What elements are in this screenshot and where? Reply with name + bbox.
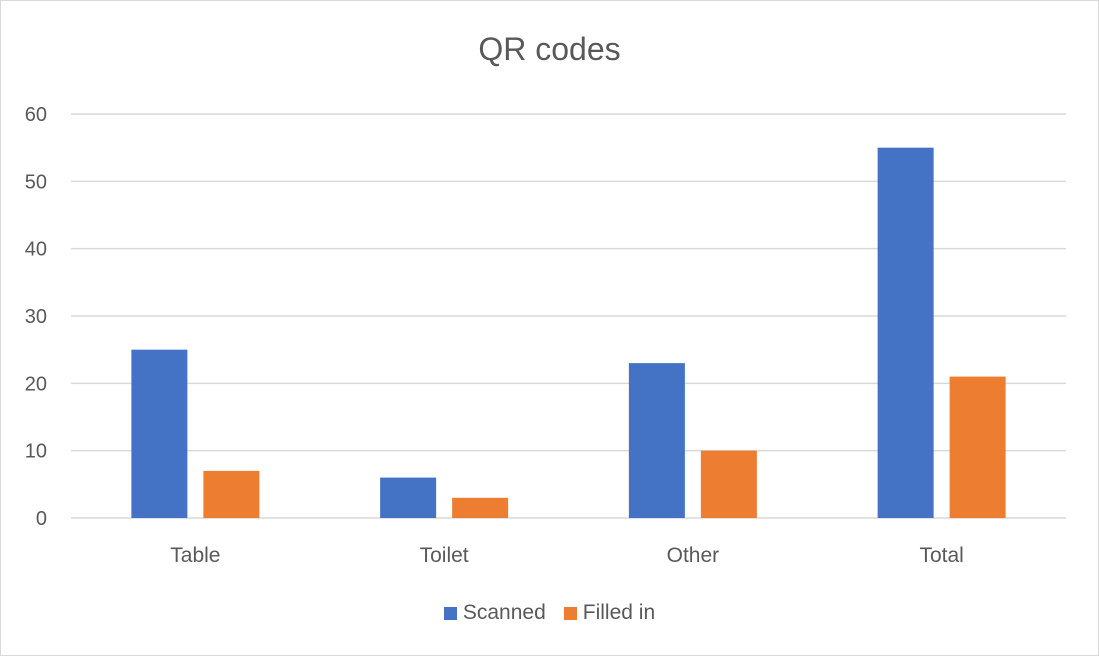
- bar-scanned-table: [131, 349, 188, 518]
- bar-filled-in-table: [203, 470, 260, 518]
- bars: [131, 147, 1006, 518]
- y-tick-label: 50: [25, 171, 47, 193]
- legend-swatch-scanned: [443, 606, 457, 620]
- y-tick-label: 20: [25, 373, 47, 395]
- legend-label-scanned: Scanned: [462, 601, 546, 624]
- legend-label-filled-in: Filled in: [582, 601, 656, 624]
- y-tick-label: 30: [25, 306, 47, 328]
- y-tick-label: 40: [25, 239, 47, 261]
- legend-item-scanned: Scanned: [443, 601, 546, 625]
- bar-filled-in-toilet: [452, 497, 509, 518]
- y-tick-label: 60: [25, 104, 47, 126]
- legend-swatch-filled-in: [563, 606, 577, 620]
- chart-title: QR codes: [478, 31, 621, 67]
- y-axis-ticks: 0 10 20 30 40 50 60: [25, 104, 47, 530]
- y-tick-label: 0: [36, 508, 47, 530]
- x-tick-label: Table: [170, 544, 220, 567]
- bar-scanned-other: [628, 363, 685, 518]
- x-tick-label: Other: [667, 544, 720, 567]
- bar-filled-in-total: [949, 376, 1006, 518]
- bar-scanned-toilet: [380, 477, 437, 518]
- bar-scanned-total: [877, 147, 934, 518]
- bar-filled-in-other: [700, 450, 757, 518]
- legend-item-filled-in: Filled in: [563, 601, 656, 625]
- legend: Scanned Filled in: [1, 601, 1098, 625]
- x-tick-label: Total: [919, 544, 963, 567]
- x-tick-label: Toilet: [420, 544, 469, 567]
- y-tick-label: 10: [25, 441, 47, 463]
- x-axis-ticks: Table Toilet Other Total: [170, 544, 964, 567]
